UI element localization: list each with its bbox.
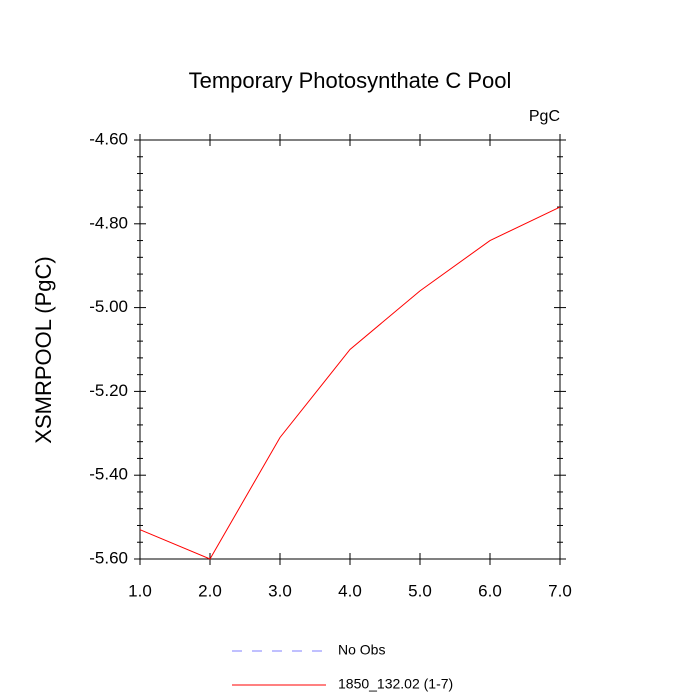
y-tick-label: -5.00 [89, 297, 128, 316]
y-tick-label: -5.20 [89, 381, 128, 400]
data-line [139, 206, 561, 560]
legend-label: No Obs [338, 642, 385, 658]
y-tick-label: -5.60 [89, 548, 128, 567]
y-tick-label: -4.60 [89, 129, 128, 148]
x-tick-label: 2.0 [198, 581, 222, 600]
x-tick-label: 7.0 [548, 581, 572, 600]
y-tick-label: -5.40 [89, 465, 128, 484]
x-tick-label: 5.0 [408, 581, 432, 600]
x-tick-label: 4.0 [338, 581, 362, 600]
y-tick-label: -4.80 [89, 213, 128, 232]
units-label: PgC [529, 108, 560, 125]
chart-title: Temporary Photosynthate C Pool [189, 68, 512, 93]
x-tick-label: 3.0 [268, 581, 292, 600]
y-axis-label: XSMRPOOL (PgC) [31, 256, 56, 443]
x-tick-label: 6.0 [478, 581, 502, 600]
legend-label: 1850_132.02 (1-7) [338, 676, 453, 692]
x-tick-label: 1.0 [128, 581, 152, 600]
